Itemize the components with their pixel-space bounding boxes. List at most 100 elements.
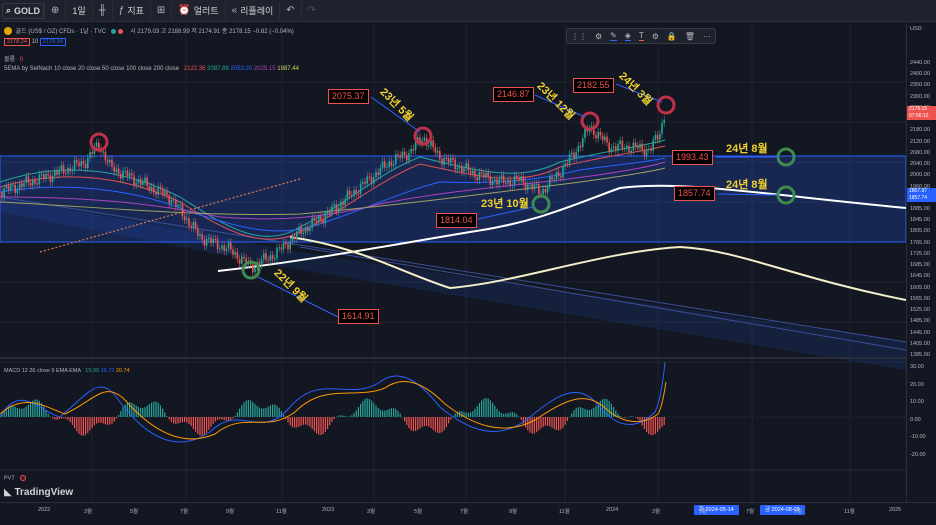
- candle-body: [498, 179, 500, 185]
- tradingview-logo[interactable]: ◣ TradingView: [4, 487, 73, 498]
- sell-button[interactable]: 2178.24: [4, 38, 30, 46]
- candle-body: [65, 173, 67, 175]
- price-label-2075[interactable]: 2075.37: [328, 89, 369, 104]
- drag-handle-icon[interactable]: ⋮⋮: [570, 31, 587, 41]
- candle-body: [395, 154, 397, 165]
- macd-bar: [236, 412, 238, 417]
- macd-tick: 10.00: [910, 399, 924, 405]
- macd-bar: [58, 417, 60, 420]
- macd-bar: [225, 417, 227, 421]
- macd-bar: [373, 402, 375, 417]
- candle-body: [56, 170, 58, 175]
- time-axis[interactable]: 화 2024-05-14 금 2024-08-09 2022 3월 5월 7월 9월 11…: [0, 502, 936, 525]
- candle-body: [639, 143, 641, 149]
- candle-body: [621, 140, 624, 149]
- macd-bar: [54, 417, 56, 420]
- candle-body: [87, 157, 89, 169]
- note-aug-2024-b[interactable]: 24년 8월: [726, 179, 768, 191]
- price-label-2146[interactable]: 2146.87: [493, 87, 534, 102]
- price-label-1993[interactable]: 1993.43: [672, 150, 713, 165]
- layouts-button[interactable]: ⊞: [149, 1, 171, 20]
- candle-body: [509, 179, 511, 186]
- settings-icon[interactable]: ⚙: [651, 31, 659, 41]
- more-icon[interactable]: ···: [702, 31, 711, 41]
- price-tick: 2120.00: [910, 138, 930, 145]
- candle-body: [188, 218, 190, 227]
- text-color-icon[interactable]: T: [638, 31, 644, 41]
- trash-icon[interactable]: 🗑: [684, 31, 695, 41]
- candle-body: [131, 173, 133, 176]
- replay-button[interactable]: «리플레이: [224, 1, 280, 20]
- macd-bar: [434, 417, 436, 432]
- macd-tick: -10.00: [910, 434, 926, 440]
- alert-button[interactable]: ⏰ 얼러트: [171, 1, 224, 20]
- template-icon[interactable]: ⚙: [594, 31, 603, 41]
- macd-bar: [454, 413, 456, 417]
- candle-body: [285, 242, 287, 245]
- time-tick: 2024: [606, 507, 619, 513]
- price-tick: 1645.00: [910, 273, 930, 280]
- price-label-1814[interactable]: 1814.04: [436, 213, 477, 228]
- candle-body: [555, 172, 558, 179]
- candle-body: [419, 137, 421, 144]
- macd-bar: [210, 417, 212, 427]
- lock-icon[interactable]: 🔒: [666, 31, 677, 41]
- macd-bar: [472, 411, 474, 417]
- macd-bar: [203, 417, 205, 435]
- candle-body: [254, 267, 256, 273]
- candle-body: [168, 195, 170, 204]
- macd-bar: [254, 403, 256, 417]
- interval-button[interactable]: 1일: [65, 1, 91, 20]
- candle-body: [208, 237, 210, 240]
- macd-bar: [417, 417, 419, 430]
- macd-bar: [322, 417, 324, 435]
- add-symbol-button[interactable]: ⊕: [44, 1, 65, 20]
- candle-body: [203, 239, 206, 246]
- macd-bar: [294, 417, 296, 428]
- price-label-1614[interactable]: 1614.91: [338, 309, 379, 324]
- macd-bar: [184, 417, 186, 422]
- indicators-button[interactable]: ƒ 지표: [111, 1, 150, 20]
- price-label-1857[interactable]: 1857.74: [674, 186, 715, 201]
- candle-body: [23, 182, 25, 187]
- price-axis[interactable]: USD 2440.002400.002350.002300.002260.002…: [906, 22, 936, 502]
- spread-value: 10: [31, 39, 39, 45]
- symbol-search[interactable]: ⌕ GOLD: [2, 2, 44, 19]
- macd-bar: [52, 417, 54, 419]
- macd-bar: [25, 406, 27, 417]
- candle-body: [260, 259, 263, 266]
- buy-button[interactable]: 2178.34: [39, 38, 66, 46]
- macd-bar: [377, 407, 379, 417]
- macd-bar: [505, 413, 507, 417]
- candle-body: [441, 159, 443, 165]
- undo-button[interactable]: ↶: [279, 1, 300, 20]
- macd-bar: [212, 417, 214, 424]
- macd-bar: [395, 408, 397, 417]
- candle-body: [445, 157, 448, 159]
- candle-body: [500, 175, 503, 180]
- note-oct-2023[interactable]: 23년 10월: [481, 198, 529, 210]
- note-aug-2024-a[interactable]: 24년 8월: [726, 143, 768, 155]
- redo-button[interactable]: ↷: [300, 1, 322, 20]
- chart-type-button[interactable]: ╫: [91, 1, 112, 20]
- candle-body: [357, 193, 360, 195]
- chart-canvas[interactable]: 골드 (US$ / OZ) CFDs · 1날 · TVC 시 2179.03 …: [0, 22, 907, 502]
- macd-bar: [118, 414, 120, 417]
- time-tick: 5월: [699, 509, 708, 515]
- candle-body: [386, 166, 388, 168]
- candle-body: [318, 216, 320, 223]
- macd-bar: [423, 417, 425, 427]
- macd-bar: [208, 417, 210, 431]
- macd-bar: [120, 410, 122, 417]
- candle-body: [342, 202, 344, 206]
- macd-bar: [267, 406, 269, 417]
- macd-bar: [362, 400, 364, 417]
- macd-bar: [1, 413, 3, 417]
- macd-bar: [503, 413, 505, 417]
- pencil-icon[interactable]: ✎: [610, 31, 617, 41]
- price-label-2182[interactable]: 2182.55: [573, 78, 614, 93]
- macd-bar: [177, 417, 179, 424]
- fill-icon[interactable]: ◈: [624, 31, 631, 41]
- candle-body: [14, 184, 16, 193]
- candle-body: [27, 176, 30, 183]
